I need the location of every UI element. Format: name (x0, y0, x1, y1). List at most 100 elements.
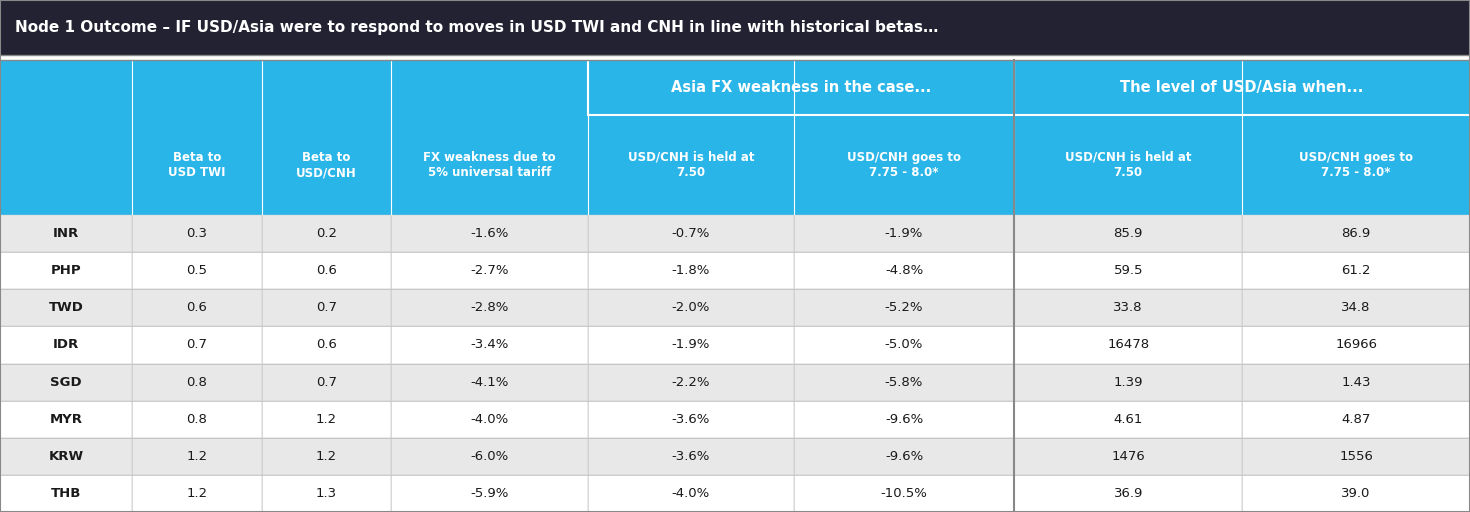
Bar (1242, 215, 1470, 252)
Text: 1.2: 1.2 (187, 450, 207, 463)
Text: -3.6%: -3.6% (672, 450, 710, 463)
Text: -5.0%: -5.0% (885, 338, 923, 351)
Text: 0.2: 0.2 (316, 227, 337, 240)
Bar (0, 364, 132, 400)
Bar (262, 115, 391, 215)
Bar (588, 438, 794, 475)
Text: -1.9%: -1.9% (672, 338, 710, 351)
Text: -9.6%: -9.6% (885, 413, 923, 425)
Text: -2.8%: -2.8% (470, 302, 509, 314)
Text: -5.2%: -5.2% (885, 302, 923, 314)
Bar (1242, 252, 1470, 289)
Text: -4.1%: -4.1% (470, 376, 509, 389)
Bar (391, 475, 588, 512)
Text: USD/CNH is held at
7.50: USD/CNH is held at 7.50 (1064, 151, 1192, 179)
Text: 1.2: 1.2 (316, 413, 337, 425)
Bar (794, 252, 1014, 289)
Text: Beta to
USD TWI: Beta to USD TWI (168, 151, 226, 179)
Bar (588, 326, 794, 364)
Text: The level of USD/Asia when...: The level of USD/Asia when... (1120, 80, 1364, 95)
Bar (588, 115, 794, 215)
Text: -1.8%: -1.8% (672, 264, 710, 277)
Bar (132, 252, 262, 289)
Text: -2.0%: -2.0% (672, 302, 710, 314)
Bar (794, 326, 1014, 364)
Bar (0, 289, 132, 326)
Bar (132, 215, 262, 252)
Bar (0, 252, 132, 289)
Text: 0.6: 0.6 (187, 302, 207, 314)
Bar (262, 289, 391, 326)
Text: 39.0: 39.0 (1342, 487, 1370, 500)
Bar (0, 326, 132, 364)
Bar (1014, 215, 1242, 252)
Text: -9.6%: -9.6% (885, 450, 923, 463)
Text: 0.8: 0.8 (187, 413, 207, 425)
Bar (262, 438, 391, 475)
Bar (391, 326, 588, 364)
Bar (1014, 115, 1242, 215)
Bar (588, 252, 794, 289)
Text: Beta to
USD/CNH: Beta to USD/CNH (295, 151, 357, 179)
Bar (1242, 289, 1470, 326)
Bar (262, 252, 391, 289)
Text: INR: INR (53, 227, 79, 240)
Text: MYR: MYR (50, 413, 82, 425)
Bar (1014, 364, 1242, 400)
Bar (391, 400, 588, 438)
Text: 0.3: 0.3 (187, 227, 207, 240)
Text: 0.8: 0.8 (187, 376, 207, 389)
Text: -3.6%: -3.6% (672, 413, 710, 425)
Text: 0.6: 0.6 (316, 338, 337, 351)
Text: 36.9: 36.9 (1114, 487, 1142, 500)
Text: 85.9: 85.9 (1114, 227, 1142, 240)
Text: PHP: PHP (51, 264, 81, 277)
Text: TWD: TWD (49, 302, 84, 314)
Bar (1242, 364, 1470, 400)
Text: 1.39: 1.39 (1113, 376, 1144, 389)
Text: -5.8%: -5.8% (885, 376, 923, 389)
Bar (262, 400, 391, 438)
Bar (1242, 400, 1470, 438)
Bar (391, 438, 588, 475)
Text: -10.5%: -10.5% (881, 487, 928, 500)
Text: USD/CNH is held at
7.50: USD/CNH is held at 7.50 (628, 151, 754, 179)
Bar (0, 55, 1470, 60)
Text: 61.2: 61.2 (1341, 264, 1372, 277)
Bar (1242, 115, 1470, 215)
Bar (794, 364, 1014, 400)
Text: -4.8%: -4.8% (885, 264, 923, 277)
Bar (391, 215, 588, 252)
Text: 1.43: 1.43 (1341, 376, 1372, 389)
Bar (588, 215, 794, 252)
Bar (1014, 400, 1242, 438)
Text: 0.7: 0.7 (316, 302, 337, 314)
Bar (794, 400, 1014, 438)
Bar (588, 364, 794, 400)
Bar (262, 475, 391, 512)
Text: -1.9%: -1.9% (885, 227, 923, 240)
Bar (1242, 438, 1470, 475)
Bar (132, 400, 262, 438)
Bar (1014, 326, 1242, 364)
Bar (1242, 475, 1470, 512)
Text: 0.6: 0.6 (316, 264, 337, 277)
Bar (391, 252, 588, 289)
Bar (391, 364, 588, 400)
Bar (1014, 438, 1242, 475)
Text: -4.0%: -4.0% (470, 413, 509, 425)
Text: -4.0%: -4.0% (672, 487, 710, 500)
Bar (132, 115, 262, 215)
Bar (132, 438, 262, 475)
Bar (0, 115, 132, 215)
Text: 86.9: 86.9 (1342, 227, 1370, 240)
Bar (588, 60, 1014, 115)
Bar (0, 400, 132, 438)
Bar (0, 475, 132, 512)
Text: SGD: SGD (50, 376, 82, 389)
Text: Node 1 Outcome – IF USD/Asia were to respond to moves in USD TWI and CNH in line: Node 1 Outcome – IF USD/Asia were to res… (15, 20, 938, 35)
Bar (1014, 475, 1242, 512)
Text: FX weakness due to
5% universal tariff: FX weakness due to 5% universal tariff (423, 151, 556, 179)
Text: KRW: KRW (49, 450, 84, 463)
Text: -2.2%: -2.2% (672, 376, 710, 389)
